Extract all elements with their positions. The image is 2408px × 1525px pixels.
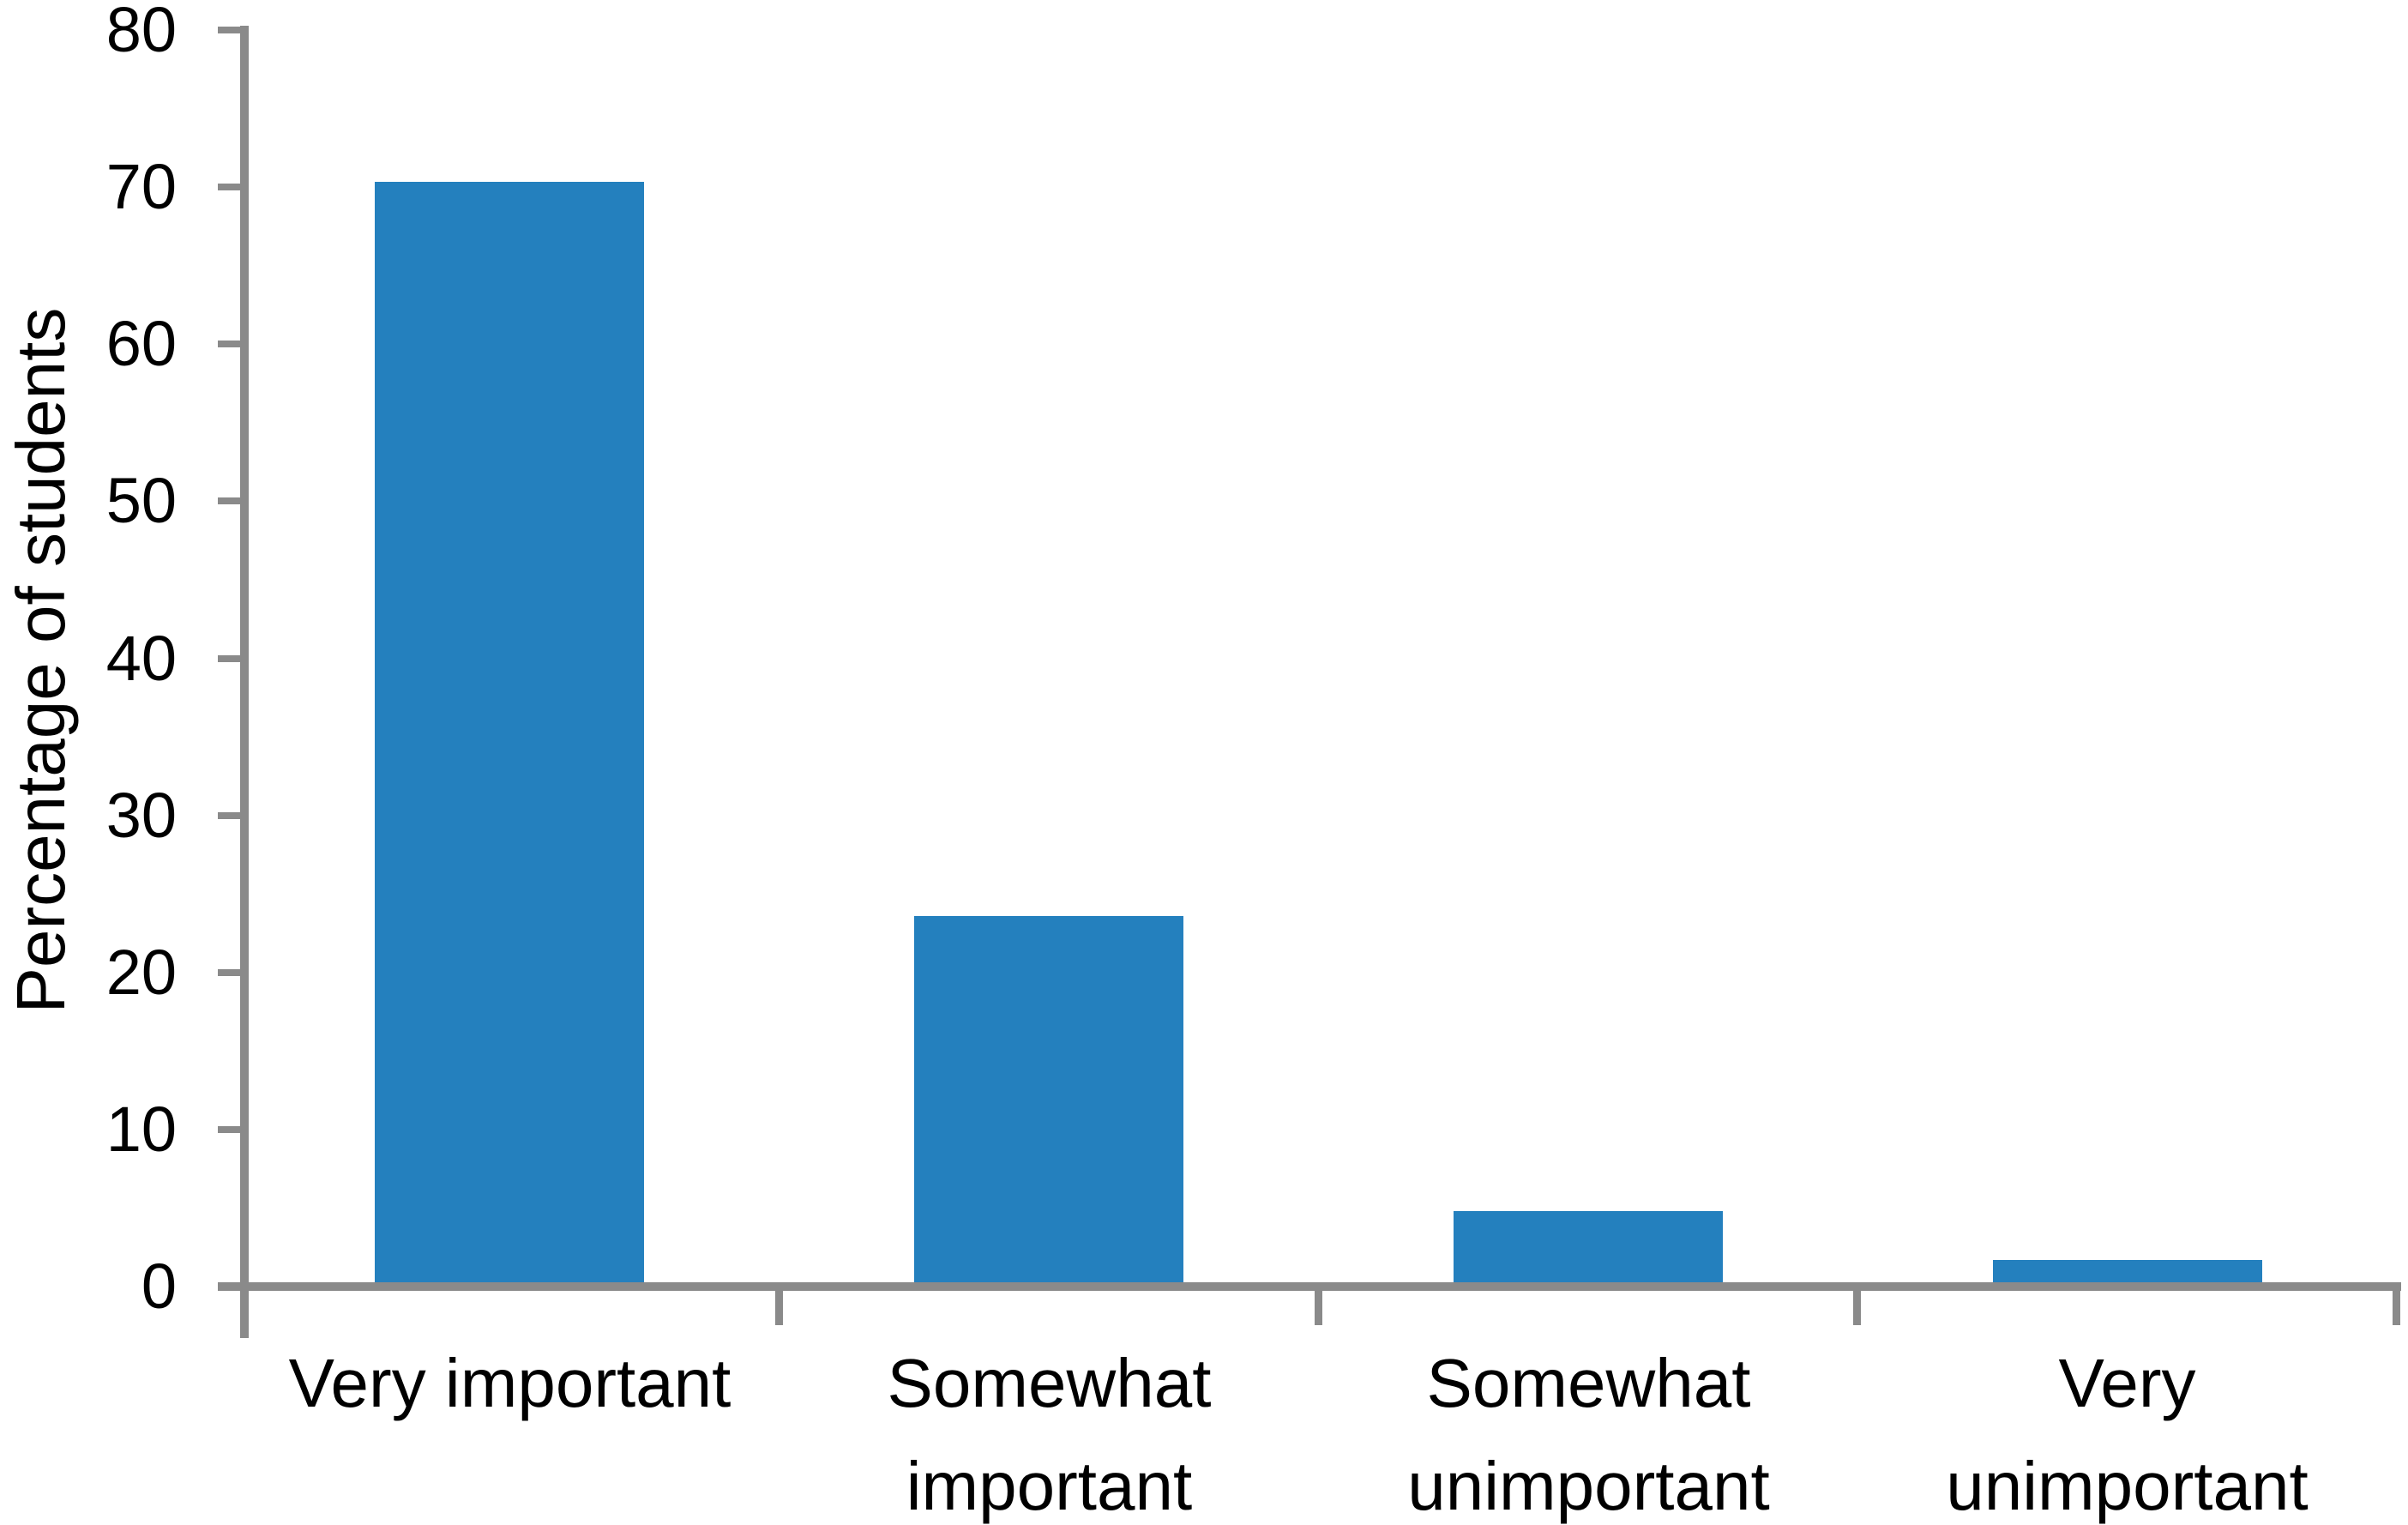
y-tick-label: 20 bbox=[105, 937, 177, 1008]
x-axis-tick bbox=[2393, 1282, 2400, 1325]
y-axis-line bbox=[240, 26, 249, 1338]
y-axis-tick bbox=[218, 969, 240, 976]
y-tick-label: 60 bbox=[105, 308, 177, 379]
x-category-label-line: Somewhat bbox=[1426, 1345, 1751, 1421]
y-tick-label: 50 bbox=[105, 465, 177, 536]
bar bbox=[914, 916, 1183, 1285]
y-tick-label: 80 bbox=[105, 0, 177, 65]
x-category-label: Somewhat unimportant bbox=[1319, 1332, 1858, 1525]
y-axis-tick bbox=[218, 341, 240, 347]
x-axis-tick bbox=[1853, 1282, 1861, 1325]
y-tick-label: 70 bbox=[105, 151, 177, 222]
x-category-label-line: Very important bbox=[288, 1345, 731, 1421]
x-category-label-line: unimportant bbox=[1946, 1448, 2309, 1524]
y-axis-tick bbox=[218, 497, 240, 504]
y-axis-tick bbox=[218, 1126, 240, 1133]
bar bbox=[375, 182, 644, 1285]
y-axis-tick bbox=[218, 655, 240, 662]
x-category-label-line: Very bbox=[2058, 1345, 2196, 1421]
y-tick-label: 10 bbox=[105, 1094, 177, 1165]
x-category-label: Somewhat important bbox=[780, 1332, 1319, 1525]
x-category-label: Very unimportant bbox=[1857, 1332, 2397, 1525]
x-axis-line bbox=[218, 1282, 2401, 1291]
y-axis-tick bbox=[218, 27, 240, 33]
y-tick-label: 40 bbox=[105, 623, 177, 694]
x-category-label: Very important bbox=[240, 1332, 780, 1435]
x-axis-tick bbox=[1315, 1282, 1322, 1325]
y-tick-label: 0 bbox=[141, 1251, 177, 1322]
x-category-label-line: Somewhat bbox=[887, 1345, 1212, 1421]
y-tick-label: 30 bbox=[105, 780, 177, 851]
y-axis-tick bbox=[218, 812, 240, 819]
x-axis-tick bbox=[775, 1282, 783, 1325]
y-axis-tick bbox=[218, 184, 240, 190]
bar bbox=[1454, 1211, 1723, 1285]
bar bbox=[1993, 1260, 2262, 1285]
x-category-label-line: important bbox=[906, 1448, 1193, 1524]
x-category-label-line: unimportant bbox=[1407, 1448, 1770, 1524]
